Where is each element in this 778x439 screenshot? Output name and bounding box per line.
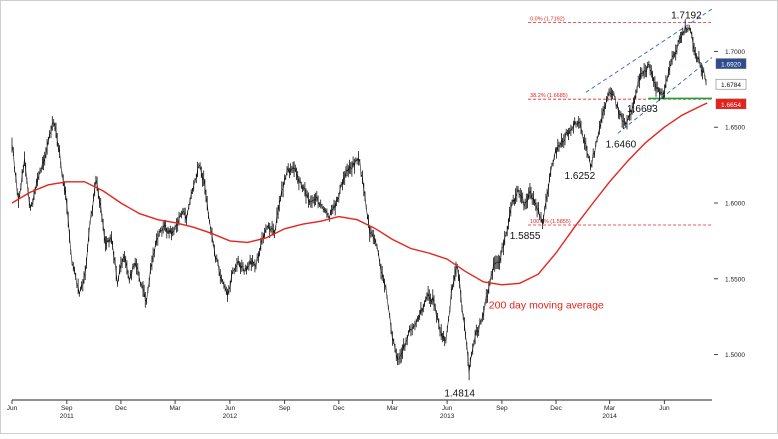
x-tick-label: Jun bbox=[225, 405, 236, 412]
y-tick-label: 1.6000 bbox=[725, 201, 745, 208]
x-year-label: 2011 bbox=[60, 413, 74, 420]
retracement-label: 38.2% (1.6685) bbox=[530, 93, 568, 99]
moving-average-line bbox=[11, 102, 708, 286]
price-tag bbox=[715, 78, 747, 90]
price-tag bbox=[715, 98, 747, 110]
swing-label: 1.6693 bbox=[627, 104, 658, 115]
channel-line bbox=[585, 8, 713, 93]
x-tick-label: Dec bbox=[333, 405, 345, 412]
x-tick-label: Sep bbox=[279, 405, 291, 412]
x-tick-label: Mar bbox=[169, 405, 181, 412]
x-tick-label: Jun bbox=[7, 405, 18, 412]
x-tick-label: Dec bbox=[115, 405, 127, 412]
x-tick-label: Mar bbox=[387, 405, 399, 412]
swing-label: 1.6252 bbox=[565, 171, 596, 182]
swing-label: 1.7192 bbox=[671, 10, 702, 21]
swing-label: 1.6460 bbox=[606, 139, 637, 150]
x-year-label: 2014 bbox=[602, 413, 617, 420]
x-tick-label: Sep bbox=[496, 405, 508, 412]
x-tick-label: Sep bbox=[61, 405, 73, 412]
y-tick-label: 1.6500 bbox=[725, 125, 745, 132]
x-tick-label: Jun bbox=[442, 405, 453, 412]
price-line bbox=[11, 26, 707, 373]
y-tick-label: 1.5500 bbox=[725, 276, 745, 283]
price-tag-label: 1.6920 bbox=[721, 62, 741, 69]
swing-label: 1.5855 bbox=[510, 231, 541, 242]
retracement-label: 100.0% (1.5855) bbox=[530, 219, 571, 225]
x-tick-label: Dec bbox=[550, 405, 562, 412]
y-tick-label: 1.7000 bbox=[725, 49, 745, 56]
price-tag-label: 1.6784 bbox=[721, 82, 741, 89]
retracement-label: 0.0% (1.7192) bbox=[530, 16, 565, 22]
x-year-label: 2012 bbox=[223, 413, 238, 420]
moving-average-label: 200 day moving average bbox=[489, 299, 604, 311]
x-tick-label: Jun bbox=[659, 405, 670, 412]
y-tick-label: 1.5000 bbox=[725, 352, 745, 359]
swing-label: 1.4814 bbox=[444, 389, 475, 400]
price-tag bbox=[715, 58, 747, 69]
price-tag-label: 1.6654 bbox=[721, 102, 741, 109]
x-tick-label: Mar bbox=[604, 405, 616, 412]
channel-line bbox=[617, 57, 713, 134]
x-year-label: 2013 bbox=[440, 413, 455, 420]
